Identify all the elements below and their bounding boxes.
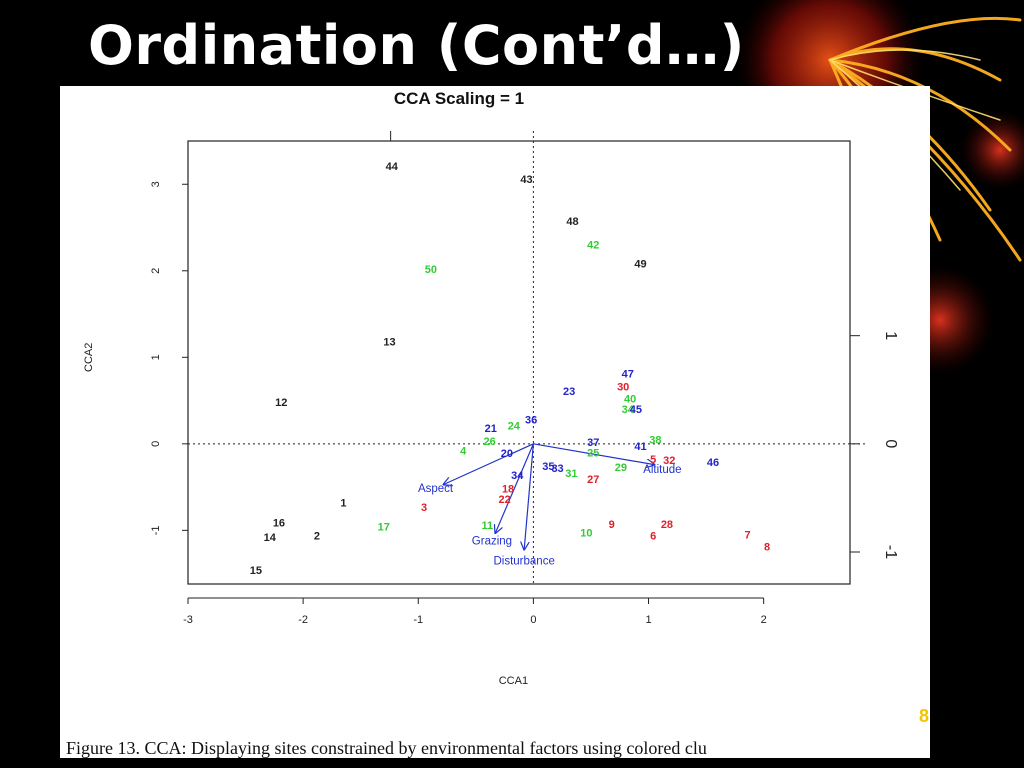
x-tick-label: 0 xyxy=(530,614,536,626)
site-label-15: 15 xyxy=(250,565,262,577)
y-tick-label: 1 xyxy=(150,354,162,360)
site-label-47: 47 xyxy=(622,369,634,381)
site-label-17: 17 xyxy=(378,522,390,534)
right-tick-label: 1 xyxy=(882,331,899,340)
arrow-label-aspect: Aspect xyxy=(418,483,454,495)
x-axis-label: CCA1 xyxy=(499,675,528,687)
site-label-21: 21 xyxy=(485,423,497,435)
x-tick-label: -1 xyxy=(413,614,423,626)
x-tick-label: 2 xyxy=(761,614,767,626)
site-label-6: 6 xyxy=(650,530,656,542)
site-label-11: 11 xyxy=(482,520,494,532)
y-tick-label: 3 xyxy=(150,181,162,187)
site-label-38: 38 xyxy=(649,434,661,446)
site-label-45: 45 xyxy=(630,404,642,416)
site-label-29: 29 xyxy=(615,462,627,474)
site-label-28: 28 xyxy=(661,519,673,531)
site-label-40: 40 xyxy=(624,394,636,406)
site-label-22: 22 xyxy=(498,494,510,506)
site-label-1: 1 xyxy=(340,497,346,509)
arrow-grazing xyxy=(495,443,534,533)
site-label-34: 34 xyxy=(622,404,635,416)
site-label-27: 27 xyxy=(587,474,599,486)
arrow-label-disturbance: Disturbance xyxy=(493,556,554,568)
site-label-30: 30 xyxy=(617,381,629,393)
site-label-12: 12 xyxy=(275,397,287,409)
site-label-16: 16 xyxy=(273,517,285,529)
site-label-48: 48 xyxy=(566,216,578,228)
site-label-49: 49 xyxy=(634,259,646,271)
arrow-disturbance xyxy=(524,443,534,550)
site-label-24: 24 xyxy=(508,420,521,432)
site-label-23: 23 xyxy=(563,386,575,398)
cca-plot: CCA Scaling = 1-3 -2 -1 0 1 2CCA1-10123CCA2-1… xyxy=(83,89,899,687)
site-label-20: 20 xyxy=(501,448,513,460)
y-tick-label: 0 xyxy=(150,441,162,447)
chart-title: CCA Scaling = 1 xyxy=(394,89,524,108)
site-label-26: 26 xyxy=(484,436,496,448)
y-axis-label: CCA2 xyxy=(83,343,95,372)
site-label-34: 34 xyxy=(511,470,524,482)
site-label-36: 36 xyxy=(525,414,537,426)
site-label-33: 33 xyxy=(551,463,563,475)
site-label-44: 44 xyxy=(386,161,399,173)
site-label-42: 42 xyxy=(587,240,599,252)
site-label-5: 5 xyxy=(650,454,656,466)
x-tick-label: 1 xyxy=(645,614,651,626)
site-label-2: 2 xyxy=(314,530,320,542)
site-label-7: 7 xyxy=(744,529,750,541)
site-label-8: 8 xyxy=(764,542,770,554)
x-tick-label: -3 xyxy=(183,614,193,626)
x-tick-label: -2 xyxy=(298,614,308,626)
site-label-35: 35 xyxy=(542,461,554,473)
slide-title: Ordination (Cont’d…) xyxy=(88,14,745,77)
site-label-4: 4 xyxy=(460,446,467,458)
arrow-altitude xyxy=(533,443,654,465)
right-tick-label: -1 xyxy=(882,545,899,559)
site-label-3: 3 xyxy=(421,502,427,514)
slide-number: 8 xyxy=(919,706,930,726)
site-label-50: 50 xyxy=(425,264,437,276)
site-label-9: 9 xyxy=(609,519,615,531)
site-label-10: 10 xyxy=(580,528,592,540)
site-label-31: 31 xyxy=(565,468,577,480)
figure-caption: Figure 13. CCA: Displaying sites constra… xyxy=(66,738,707,758)
site-label-18: 18 xyxy=(502,484,514,496)
site-label-43: 43 xyxy=(520,174,532,186)
site-label-32: 32 xyxy=(663,455,675,467)
right-tick-label: 0 xyxy=(882,439,899,448)
site-label-14: 14 xyxy=(264,532,277,544)
arrow-aspect xyxy=(444,443,534,485)
site-label-25: 25 xyxy=(587,447,599,459)
arrow-label-grazing: Grazing xyxy=(472,536,512,548)
y-tick-label: -1 xyxy=(150,525,162,535)
arrow-label-altitude: Altitude xyxy=(643,464,681,476)
figure-panel: CCA Scaling = 1 -3 -2 -1 0 1 2 CCA1 -1 0 1 2 3 CCA2 -1… xyxy=(60,86,930,758)
site-label-13: 13 xyxy=(383,337,395,349)
site-label-37: 37 xyxy=(587,437,599,449)
y-tick-label: 2 xyxy=(150,268,162,274)
site-label-46: 46 xyxy=(707,457,719,469)
plot-frame xyxy=(187,140,851,585)
site-label-41: 41 xyxy=(634,441,646,453)
